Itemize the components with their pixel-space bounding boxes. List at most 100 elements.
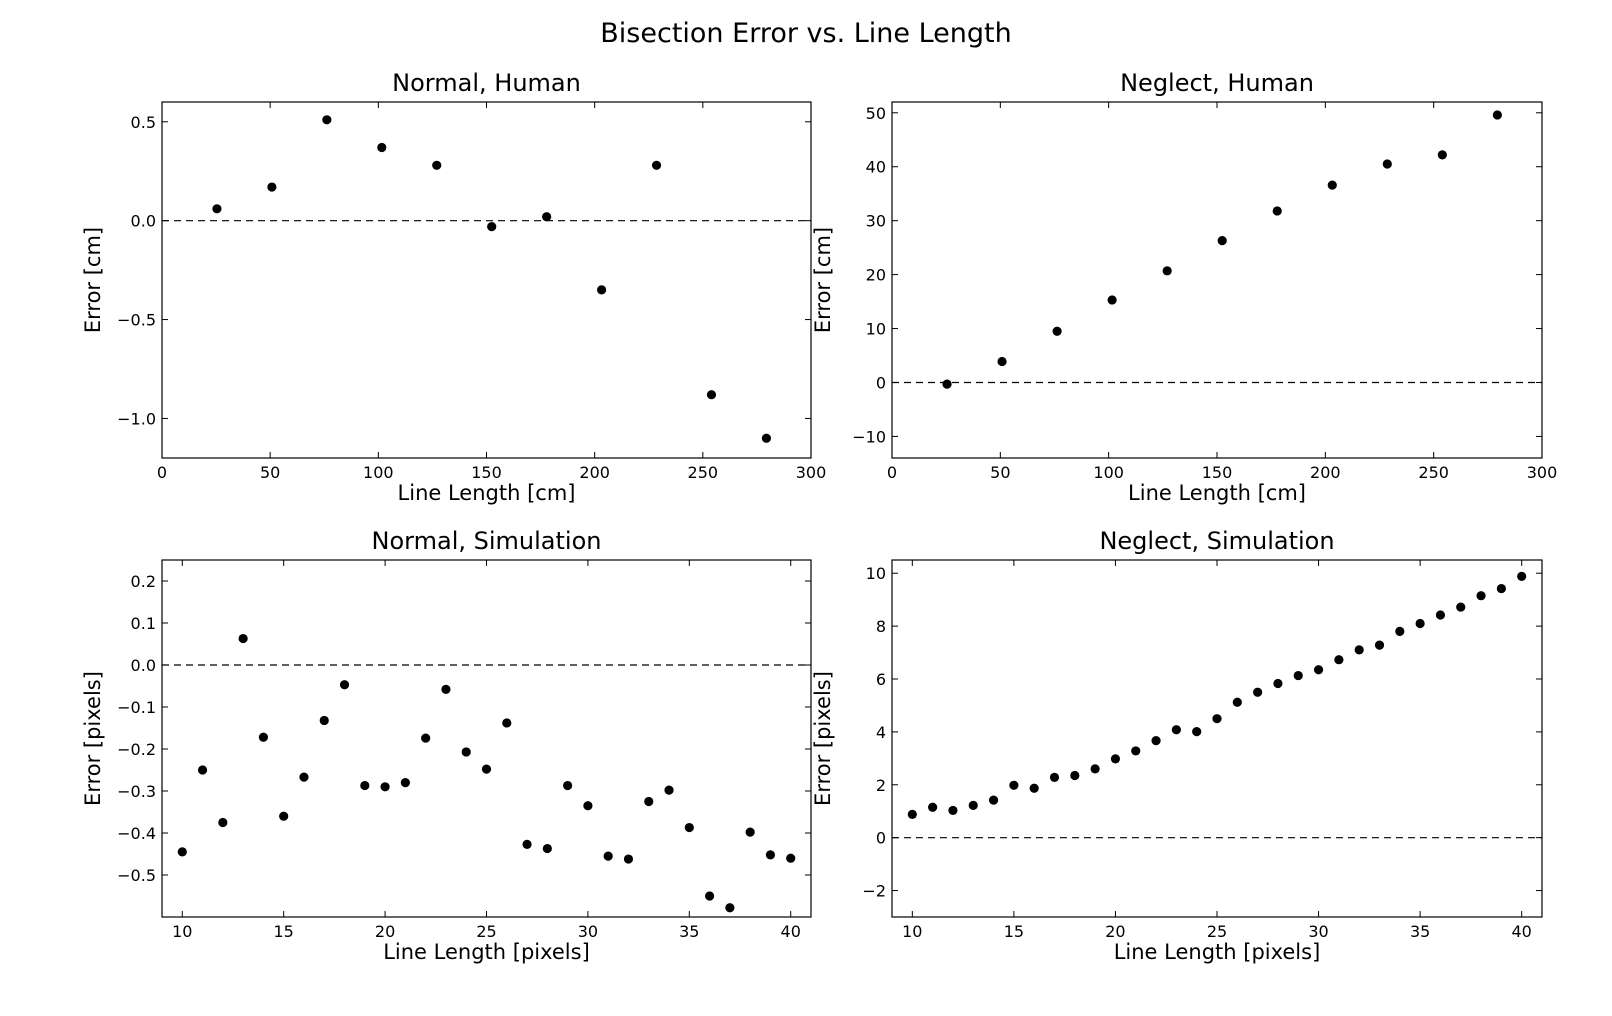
y-tick-label: 8: [876, 617, 886, 636]
x-tick-label: 150: [471, 463, 502, 482]
data-point: [197, 765, 208, 775]
data-point: [339, 680, 350, 690]
x-tick-label: 35: [1410, 922, 1430, 941]
data-point: [1232, 697, 1242, 707]
x-tick-label: 25: [476, 922, 496, 941]
x-tick-label: 30: [1308, 922, 1328, 941]
x-tick-label: 200: [1310, 463, 1341, 482]
y-axis-label: Error [pixels]: [811, 671, 835, 806]
x-axis-label: Line Length [cm]: [1128, 481, 1306, 505]
y-tick-label: 10: [866, 320, 886, 339]
data-point: [706, 390, 717, 400]
y-tick-label: 0.5: [131, 113, 156, 132]
y-tick-label: 50: [866, 104, 886, 123]
data-point: [997, 356, 1007, 367]
data-point: [1052, 326, 1062, 336]
panel-normal-simulation: Normal, Simulation 10 15 20 25 30 35 40 −0.5 −0.4…: [81, 527, 812, 964]
data-point: [1110, 754, 1121, 764]
x-tick-label: 100: [1093, 463, 1124, 482]
data-point: [299, 772, 309, 782]
x-tick-label: 250: [688, 463, 719, 482]
x-tick-label: 15: [1004, 922, 1024, 941]
y-tick-label: −2: [862, 882, 886, 901]
data-point: [1171, 725, 1181, 735]
plot-frame: [891, 101, 1543, 459]
x-tick-label: 300: [796, 463, 827, 482]
x-axis-label: Line Length [cm]: [398, 481, 576, 505]
x-tick-label: 300: [1527, 463, 1558, 482]
y-tick-label: −0.5: [117, 311, 156, 330]
data-point: [461, 747, 471, 757]
data-point: [322, 115, 332, 125]
y-tick-label: 6: [876, 670, 886, 689]
x-tick-label: 15: [274, 922, 294, 941]
data-point: [400, 778, 410, 788]
data-point: [603, 851, 613, 861]
data-point: [441, 684, 451, 694]
data-point: [1212, 714, 1222, 724]
data-point: [1293, 670, 1303, 681]
y-tick-label: 0.0: [131, 656, 156, 675]
data-point: [1029, 783, 1039, 793]
x-axis-label: Line Length [pixels]: [1114, 940, 1321, 964]
x-tick-label: 30: [578, 922, 598, 941]
x-tick-label: 40: [781, 922, 801, 941]
x-tick-label: 20: [375, 922, 395, 941]
data-point: [583, 801, 593, 811]
data-point: [279, 811, 289, 821]
y-axis-label: Error [cm]: [811, 227, 835, 333]
data-point: [1395, 626, 1405, 637]
data-point: [1049, 772, 1060, 782]
data-point: [1131, 746, 1141, 756]
data-point: [928, 802, 938, 812]
data-point: [1476, 591, 1486, 601]
data-point: [623, 854, 634, 864]
y-tick-label: −0.4: [117, 824, 156, 843]
data-point: [1273, 678, 1283, 689]
data-point: [1334, 655, 1344, 665]
data-point: [704, 891, 715, 901]
data-point: [942, 379, 952, 389]
y-tick-label: 0: [876, 373, 886, 392]
data-point: [502, 718, 512, 728]
x-tick-label: 150: [1202, 463, 1233, 482]
panel-title: Neglect, Human: [1120, 69, 1314, 97]
x-tick-label: 0: [157, 463, 167, 482]
x-tick-label: 50: [260, 463, 280, 482]
y-tick-label: −0.3: [117, 782, 156, 801]
panel-normal-human: Normal, Human 0 50 100 150 200 250 300 −1.0 −0.5 0…: [81, 69, 826, 505]
data-point: [664, 785, 674, 795]
data-point: [1496, 583, 1506, 594]
data-point: [1272, 206, 1282, 216]
data-point: [212, 204, 222, 214]
x-tick-label: 35: [679, 922, 699, 941]
data-point: [1070, 770, 1080, 781]
y-tick-label: 30: [866, 212, 886, 231]
panel-title: Normal, Human: [392, 69, 581, 97]
data-point: [238, 633, 248, 644]
data-point: [1517, 571, 1527, 581]
data-point: [1151, 736, 1161, 746]
y-axis-label: Error [cm]: [81, 227, 105, 333]
plot-frame: [161, 559, 812, 918]
data-point: [644, 796, 654, 807]
x-tick-label: 10: [902, 922, 922, 941]
data-point: [360, 780, 370, 791]
y-tick-label: 0.1: [131, 614, 156, 633]
data-point: [651, 160, 662, 170]
y-tick-label: 40: [866, 158, 886, 177]
y-tick-label: 2: [876, 776, 886, 795]
y-tick-label: 0: [876, 829, 886, 848]
data-point: [1382, 159, 1392, 169]
data-point: [563, 780, 573, 791]
data-point: [1415, 618, 1425, 629]
data-point: [1327, 180, 1337, 190]
x-tick-label: 20: [1105, 922, 1125, 941]
panel-neglect-simulation: Neglect, Simulation 10 15 20 25 30 35 40 −2 0 2 4 6 8…: [811, 527, 1543, 964]
data-point: [596, 285, 607, 295]
data-point: [432, 160, 442, 170]
data-point: [1162, 266, 1172, 276]
data-point: [377, 142, 387, 153]
x-tick-label: 100: [363, 463, 394, 482]
